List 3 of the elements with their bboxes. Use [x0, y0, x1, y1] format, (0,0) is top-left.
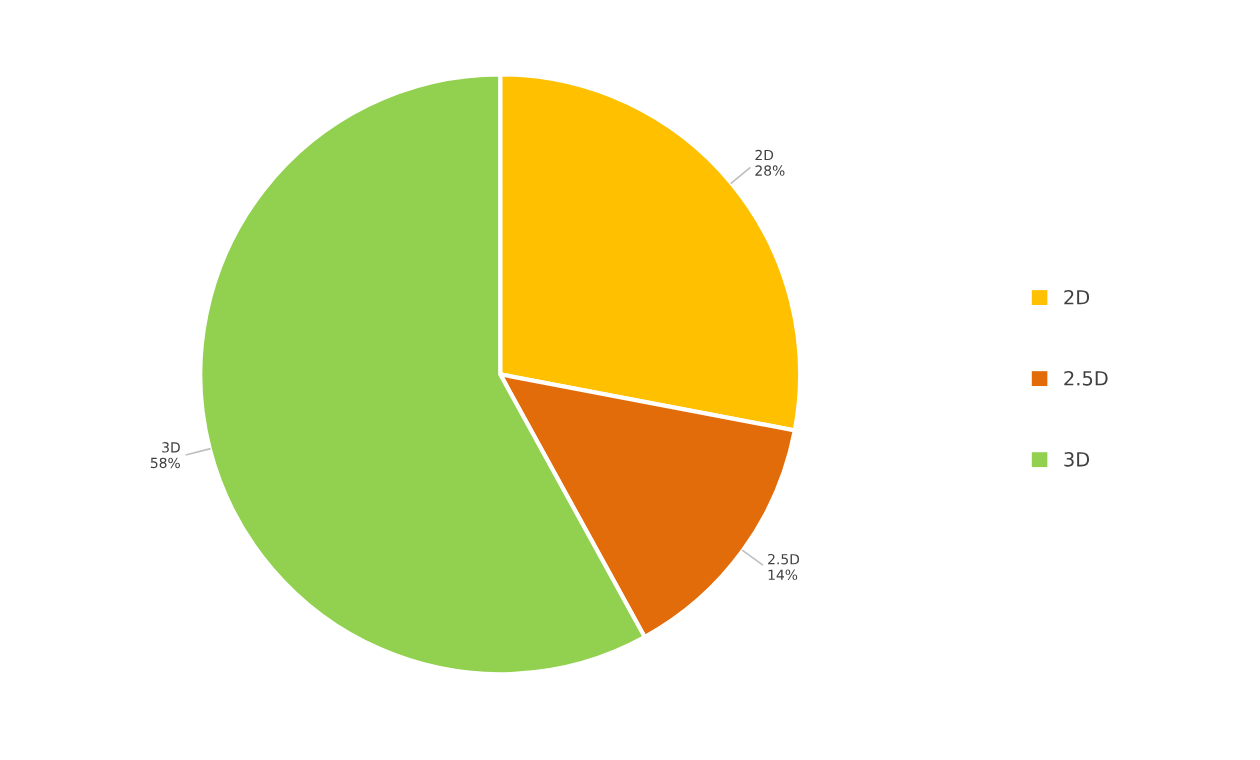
- legend-label: 3D: [1064, 451, 1090, 467]
- legend-label: 2D: [1064, 289, 1090, 305]
- legend-label: 2.5D: [1064, 370, 1108, 386]
